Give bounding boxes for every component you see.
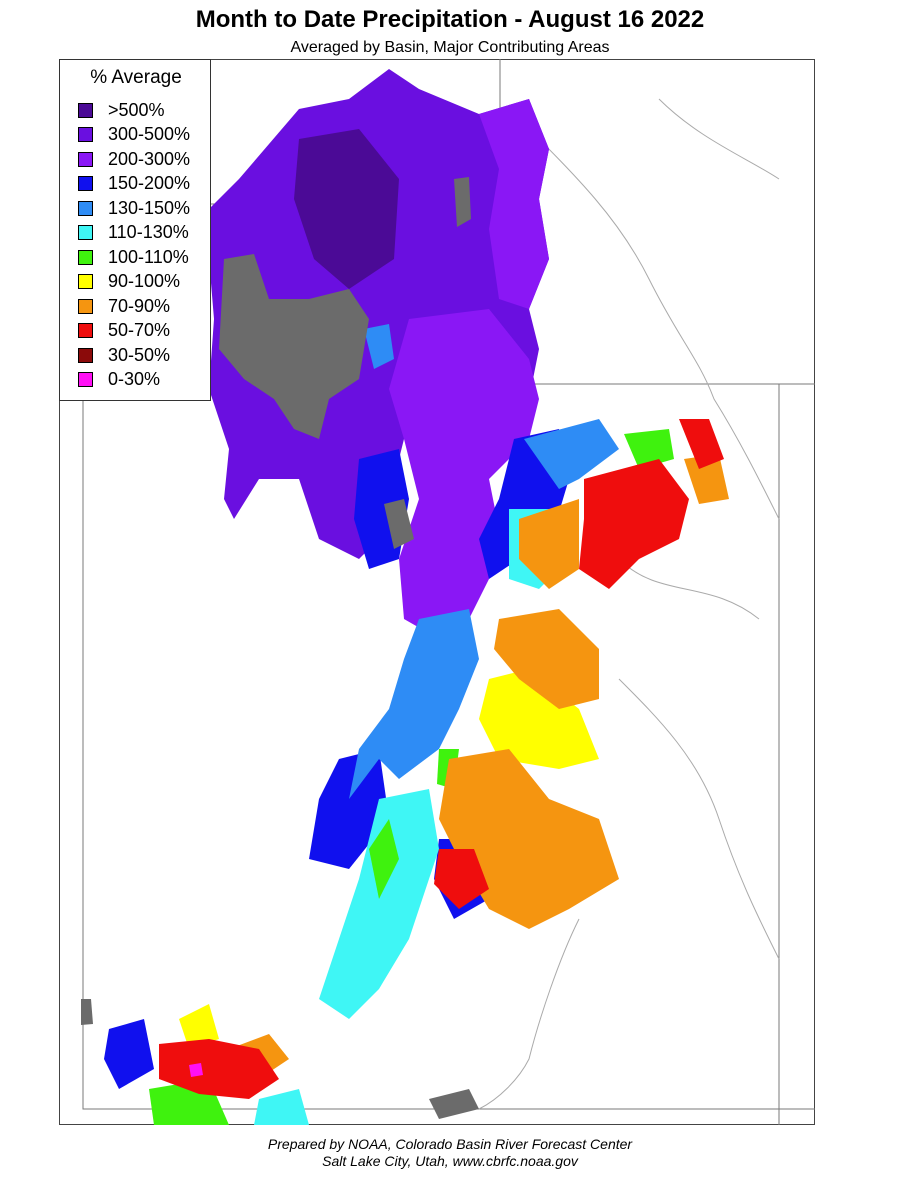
legend-label: 50-70% xyxy=(108,320,171,340)
legend-item: 30-50% xyxy=(78,345,170,365)
legend-swatch xyxy=(78,176,93,191)
legend-item: 200-300% xyxy=(78,149,190,169)
no-data-area xyxy=(219,254,369,439)
legend-label: 150-200% xyxy=(108,173,191,193)
legend-swatch xyxy=(78,323,93,338)
map-title: Month to Date Precipitation - August 16 … xyxy=(195,6,705,33)
legend-item: 70-90% xyxy=(78,296,170,316)
footer-location: Salt Lake City, Utah, www.cbrfc.noaa.gov xyxy=(322,1153,578,1169)
basin-50-70 xyxy=(159,1039,279,1099)
basin-150-200 xyxy=(104,1019,154,1089)
basin-90-100 xyxy=(479,669,599,769)
basin-100-110 xyxy=(624,429,674,469)
legend-label: 110-130% xyxy=(108,222,189,242)
legend-item: 300-500% xyxy=(78,124,191,145)
legend-swatch xyxy=(78,298,93,314)
basin-100-110 xyxy=(369,819,399,899)
basin-200-300 xyxy=(479,99,549,309)
legend-label: 130-150% xyxy=(108,197,191,218)
legend: % Average >500% 300-500% 200-300% 150-200% 1… xyxy=(59,59,211,401)
legend-label: 100-110% xyxy=(108,246,189,267)
footer: Prepared by NOAA, Colorado Basin River F… xyxy=(0,1136,900,1170)
basin-200-300 xyxy=(389,309,539,639)
river-line xyxy=(618,558,760,620)
legend-swatch xyxy=(78,127,93,142)
basin-50-70 xyxy=(679,419,724,469)
basin-70-90 xyxy=(494,609,599,709)
legend-item: 0-30% xyxy=(78,369,161,390)
basin-110-130 xyxy=(319,789,439,1019)
legend-item: 90-100% xyxy=(78,271,181,292)
legend-swatch xyxy=(78,200,93,216)
state-boundary xyxy=(82,399,815,1110)
legend-title: % Average xyxy=(90,67,182,88)
state-boundary xyxy=(499,59,815,385)
legend-label: 30-50% xyxy=(108,344,171,365)
basin-70-90 xyxy=(519,499,579,589)
footer-credit: Prepared by NOAA, Colorado Basin River F… xyxy=(267,1136,633,1152)
legend-item: 50-70% xyxy=(78,320,171,341)
legend-label: 70-90% xyxy=(108,295,171,316)
map-subtitle: Averaged by Basin, Major Contributing Ar… xyxy=(290,39,610,56)
legend-swatch xyxy=(78,347,93,363)
basin-0-30 xyxy=(189,1063,203,1077)
basin-130-150 xyxy=(349,609,479,799)
legend-swatch xyxy=(78,102,93,118)
basin-130-150 xyxy=(364,324,394,369)
legend-swatch xyxy=(78,249,93,265)
legend-item: 100-110% xyxy=(78,247,189,267)
basin-50-70 xyxy=(434,849,489,909)
basin-regions xyxy=(81,69,729,1125)
basin-130-150 xyxy=(524,419,619,489)
legend-item: 150-200% xyxy=(78,173,191,194)
legend-label: 0-30% xyxy=(108,369,161,389)
river-line xyxy=(478,918,580,1110)
legend-label: 300-500% xyxy=(108,124,191,144)
legend-item: 130-150% xyxy=(78,198,190,218)
river-line xyxy=(518,118,780,520)
no-data-area xyxy=(454,177,471,227)
river-line xyxy=(658,98,780,180)
no-data-area xyxy=(81,999,93,1025)
no-data-area xyxy=(429,1089,479,1119)
basin-110-130 xyxy=(254,1089,309,1125)
legend-swatch xyxy=(78,372,93,387)
basin-50-70 xyxy=(579,459,689,589)
legend-label: 200-300% xyxy=(108,148,191,169)
legend-label: >500% xyxy=(108,99,165,120)
legend-swatch xyxy=(78,225,93,240)
river-line xyxy=(618,678,780,960)
basin-over-500 xyxy=(294,129,399,289)
precipitation-map xyxy=(81,59,815,1125)
legend-label: 90-100% xyxy=(108,271,181,291)
legend-item: >500% xyxy=(78,100,165,120)
no-data-area xyxy=(384,499,414,549)
legend-swatch xyxy=(78,274,93,289)
basin-90-100 xyxy=(179,1004,219,1049)
legend-swatch xyxy=(78,151,93,167)
legend-item: 110-130% xyxy=(78,222,189,243)
basin-70-90 xyxy=(684,454,729,504)
